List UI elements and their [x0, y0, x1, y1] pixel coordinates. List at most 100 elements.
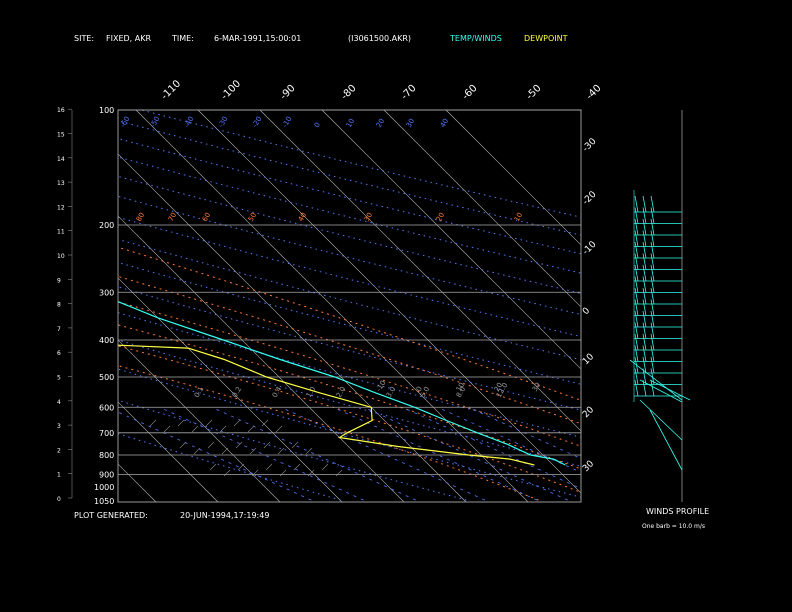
height-label-5: 5 [57, 375, 61, 382]
wind-barb-flag [642, 207, 647, 224]
dry-adiabat-label-50: 50 [247, 211, 258, 223]
wind-barb-flag [642, 310, 647, 328]
height-label-7: 7 [57, 326, 61, 333]
dry-adiabat-line [118, 312, 581, 438]
pressure-label-800: 800 [99, 451, 114, 460]
wind-grid-tick [265, 463, 273, 471]
wind-barb-flag [642, 368, 647, 385]
theta-label--20: -20 [251, 115, 264, 129]
wind-barb-staff [629, 359, 683, 401]
chart-background-lines [0, 110, 581, 502]
wind-barb-flag [634, 379, 639, 397]
wind-barb-flag [642, 264, 647, 282]
height-label-15: 15 [57, 132, 65, 139]
theta-label-10: 10 [345, 117, 356, 129]
isotherm-line [135, 110, 529, 502]
dry-adiabat-line [118, 261, 581, 385]
pressure-label-100: 100 [99, 106, 114, 115]
isotherm-line [118, 153, 467, 502]
wind-grid-tick [179, 441, 187, 449]
moist-label--10: -10 [375, 379, 388, 393]
pressure-label-400: 400 [99, 336, 114, 345]
theta-label--10: -10 [281, 115, 294, 129]
wind-barb-flag [634, 287, 639, 305]
wind-barb-flag [650, 310, 655, 328]
right-temp-label--20: -20 [581, 189, 599, 207]
winds-profile-panel [629, 110, 691, 502]
top-temp-label--90: -90 [278, 83, 297, 102]
moist-label-0: 0 [415, 385, 424, 393]
wind-grid-tick [191, 425, 199, 433]
dry-adiabat-line [118, 216, 581, 338]
isotherm-line [383, 110, 581, 308]
wind-grid-tick [293, 463, 301, 471]
moist-adiabat-line [118, 301, 581, 447]
isotherm-line [0, 110, 94, 502]
wind-barb-flag [642, 379, 647, 397]
height-label-11: 11 [57, 229, 65, 236]
wind-barb-flag [650, 379, 655, 397]
dry-adiabat-line [118, 286, 581, 411]
file-id: (I3061500.AKR) [348, 34, 412, 43]
height-label-6: 6 [57, 350, 61, 357]
wind-grid-tick [221, 447, 229, 455]
pressure-label-700: 700 [99, 429, 114, 438]
dry-adiabat-line [118, 120, 581, 236]
right-temp-label--10: -10 [581, 239, 599, 257]
isotherm-line [259, 110, 581, 432]
dry-adiabat-line [118, 339, 581, 467]
wind-barb-flag [634, 218, 639, 236]
top-temp-label--60: -60 [460, 83, 479, 102]
pressure-label-300: 300 [99, 288, 114, 297]
dry-adiabat-line [118, 175, 581, 294]
wind-barb-flag [634, 322, 639, 339]
isotherm-line [197, 110, 581, 494]
theta-label-0: 0 [313, 121, 322, 129]
pressure-label-1000: 1000 [94, 483, 114, 492]
wind-barb-flag [642, 333, 647, 351]
theta-label--50: -50 [149, 115, 162, 129]
wind-grid-tick [223, 469, 231, 477]
plot-generated-label: PLOT GENERATED: [74, 511, 148, 520]
dry-adiabat-line [118, 195, 581, 315]
theta-label-30: 30 [405, 117, 416, 129]
right-temp-label-20: 20 [581, 405, 596, 420]
isotherm-line [118, 339, 281, 502]
wind-barb-staff [649, 409, 683, 471]
wind-barb-flag [634, 345, 639, 362]
site-label: SITE: [74, 34, 95, 43]
wind-barb-flag [650, 207, 655, 224]
wind-grid-tick [275, 425, 283, 433]
wind-barb-flag [642, 230, 647, 247]
wind-barb-staff [649, 379, 691, 401]
wind-barb-flag [642, 322, 647, 339]
wind-barb-flag [634, 264, 639, 282]
wind-barb-flag [642, 253, 647, 270]
wind-barb-flag [650, 333, 655, 351]
wind-barb-flag [634, 368, 639, 385]
pressure-label-200: 200 [99, 221, 114, 230]
dry-adiabat-label-40: 40 [297, 211, 308, 223]
wind-grid-tick [235, 441, 243, 449]
mixing-label-0.2: 0.2 [231, 385, 243, 399]
isotherm-line [0, 110, 32, 502]
height-label-0: 0 [57, 496, 61, 503]
height-label-2: 2 [57, 447, 61, 454]
mixing-ratio-line [211, 406, 416, 501]
dry-adiabat-line [118, 156, 581, 274]
wind-barb-staff [639, 399, 683, 441]
wind-grid-tick [277, 447, 285, 455]
dry-adiabat-line [118, 433, 341, 501]
dry-adiabat-label-80: 80 [135, 211, 146, 223]
wind-barb-flag [642, 218, 647, 236]
wind-barb-flag [650, 356, 655, 374]
wind-barb-flag [650, 230, 655, 247]
moist-adiabat-line [118, 345, 581, 493]
pressure-label-900: 900 [99, 471, 114, 480]
moist-label-20: 20 [493, 381, 504, 393]
chart-labels: -110 -100 -90 -80 -70 -60 -50 -40-30-20-1001020… [119, 78, 604, 474]
wind-grid-tick [207, 441, 215, 449]
wind-barb-flag [650, 253, 655, 270]
